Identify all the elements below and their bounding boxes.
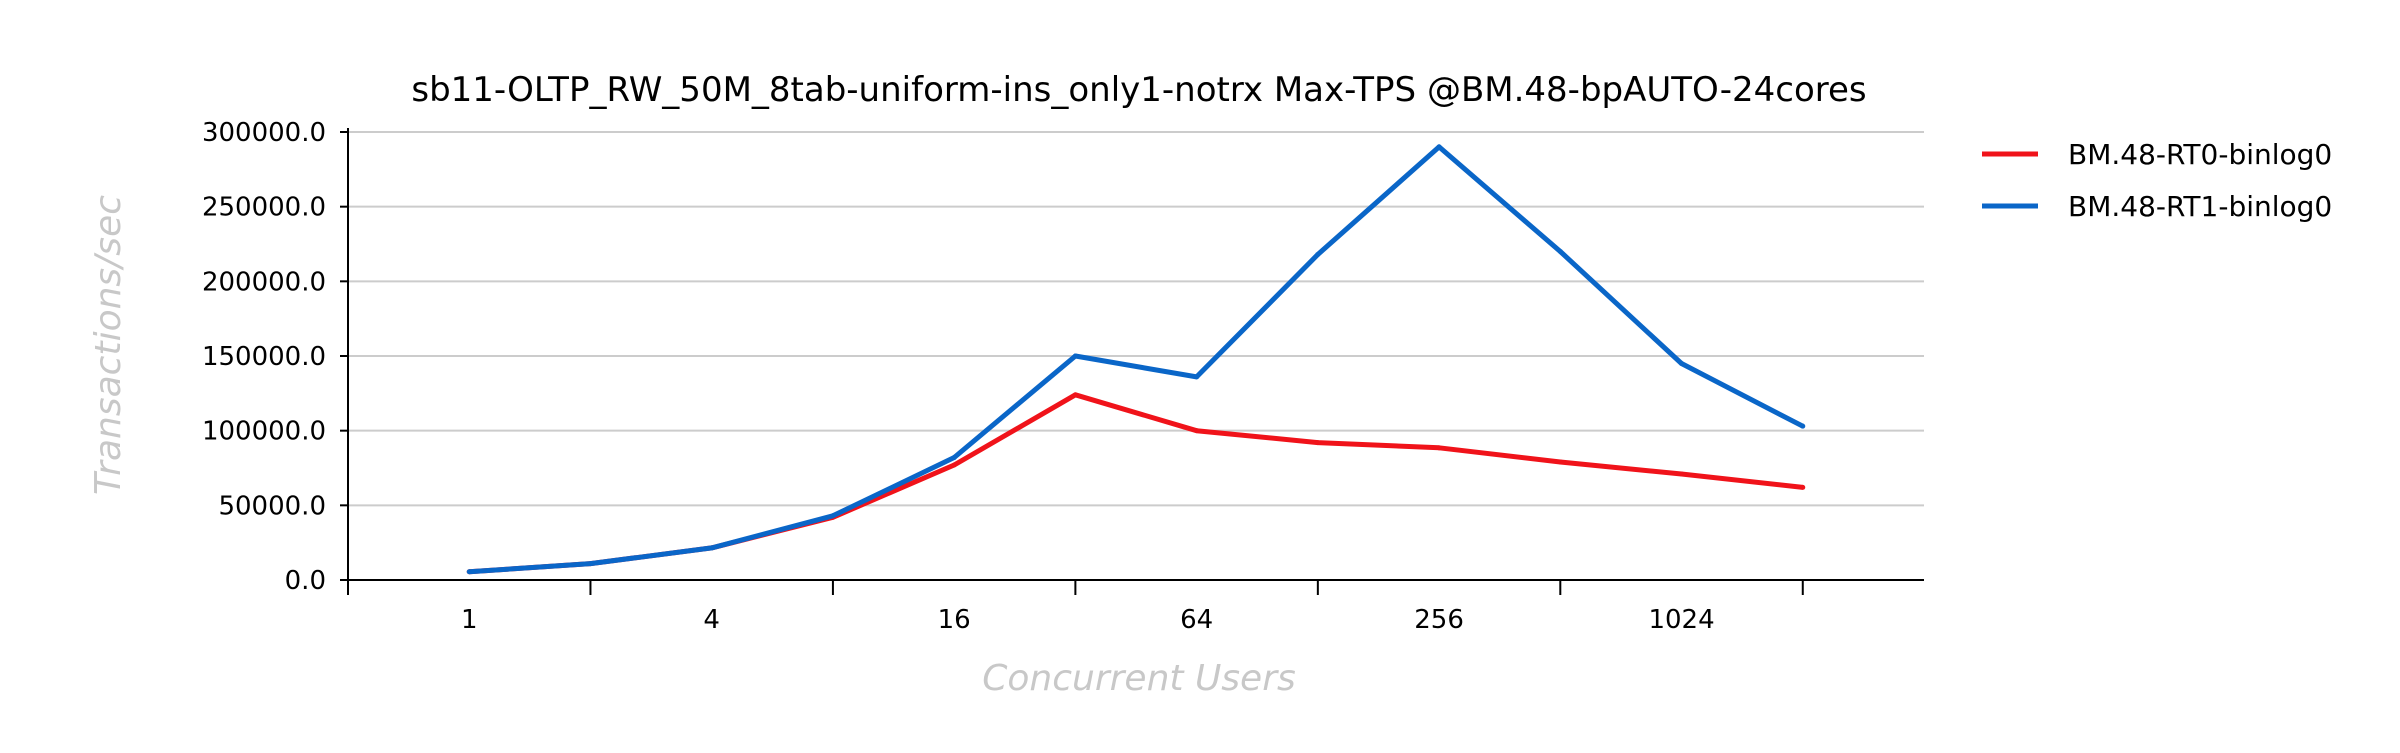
data-point <box>466 569 472 575</box>
grid-layer <box>348 131 1924 507</box>
data-point <box>1194 428 1200 434</box>
data-point <box>1436 144 1442 150</box>
data-point <box>1800 423 1806 429</box>
data-point <box>951 455 957 461</box>
y-tick-label: 50000.0 <box>218 491 326 521</box>
x-tick-label: 256 <box>1414 605 1464 635</box>
data-point <box>1072 392 1078 398</box>
x-tick-label: 1024 <box>1648 605 1714 635</box>
data-point <box>1194 374 1200 380</box>
legend: BM.48-RT0-binlog0 BM.48-RT1-binlog0 <box>1982 138 2332 223</box>
series-line-2 <box>469 144 1804 575</box>
data-point <box>1557 459 1563 465</box>
y-axis-title: Transactions/sec <box>88 195 129 495</box>
data-point <box>1315 251 1321 257</box>
y-tick-label: 150000.0 <box>202 342 326 372</box>
data-point <box>1800 484 1806 490</box>
data-point <box>1679 471 1685 477</box>
y-tick-label: 0.0 <box>285 566 326 596</box>
series-layer <box>466 144 1806 575</box>
x-tick-label: 16 <box>938 605 971 635</box>
data-point <box>587 561 593 567</box>
y-tick-label: 250000.0 <box>202 193 326 223</box>
y-tick-label: 200000.0 <box>202 267 326 297</box>
x-axis-title: Concurrent Users <box>982 658 1296 699</box>
series-line-1 <box>469 392 1804 575</box>
data-point <box>1436 445 1442 451</box>
axes-layer: 0.0 50000.0 100000.0 150000.0 200000.0 250000… <box>202 118 1924 635</box>
legend-label: BM.48-RT1-binlog0 <box>2068 190 2332 223</box>
chart-title: sb11-OLTP_RW_50M_8tab-uniform-ins_only1-… <box>411 70 1866 110</box>
data-point <box>830 513 836 519</box>
y-tick-label: 300000.0 <box>202 118 326 148</box>
data-point <box>1072 353 1078 359</box>
data-point <box>1679 360 1685 366</box>
data-point <box>709 545 715 551</box>
data-point <box>951 462 957 468</box>
data-point <box>1315 440 1321 446</box>
x-tick-label: 4 <box>703 605 720 635</box>
legend-label: BM.48-RT0-binlog0 <box>2068 138 2332 171</box>
x-tick-label: 1 <box>461 605 478 635</box>
y-tick-label: 100000.0 <box>202 417 326 447</box>
data-point <box>1557 248 1563 254</box>
x-tick-label: 64 <box>1180 605 1213 635</box>
